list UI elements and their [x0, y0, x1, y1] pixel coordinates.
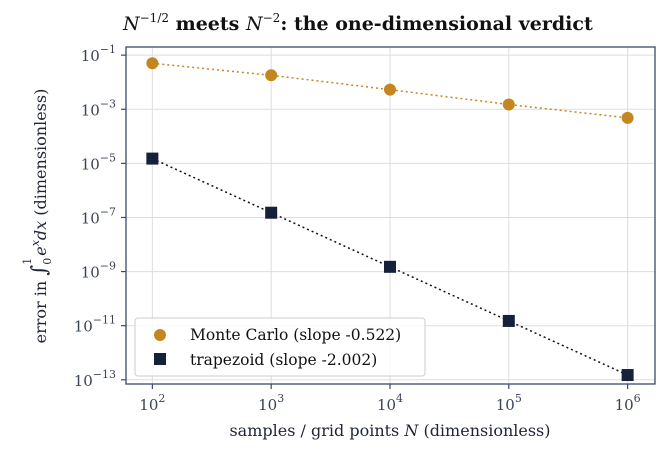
y-tick-label: 10−11 — [74, 314, 116, 336]
y-axis-integral-sign: ∫ — [27, 265, 51, 276]
x-tick-label: 104 — [377, 392, 403, 414]
y-axis-dx: dx — [31, 221, 50, 240]
x-axis-label-pre: samples / grid points — [229, 421, 404, 440]
legend: Monte Carlo (slope -0.522) trapezoid (sl… — [134, 317, 426, 377]
point-trapezoid — [383, 260, 396, 273]
x-axis-label-var: N — [403, 421, 419, 440]
legend-label-trapezoid: trapezoid (slope -2.002) — [190, 351, 377, 369]
point-monte-carlo — [621, 111, 634, 124]
title-lead: N — [122, 13, 141, 35]
y-axis-label-pre: error in — [31, 276, 50, 344]
y-axis-integral-upper: 1 — [21, 258, 34, 265]
point-trapezoid — [146, 152, 159, 165]
point-monte-carlo — [265, 69, 278, 82]
series-layer — [146, 57, 634, 382]
title-mid: meets — [169, 13, 246, 35]
x-tick-label: 105 — [496, 392, 522, 414]
legend-marker-trapezoid — [154, 353, 166, 365]
title-lead-exponent: −1/2 — [140, 11, 169, 25]
y-tick-label: 10−13 — [74, 368, 116, 390]
point-trapezoid — [502, 314, 515, 327]
y-tick-label: 10−5 — [81, 151, 116, 173]
legend-box — [134, 317, 426, 377]
title-mid-exponent: −2 — [263, 11, 281, 25]
y-axis-integrand-exponent: x — [29, 239, 42, 246]
legend-marker-monte-carlo — [154, 329, 166, 341]
point-monte-carlo — [383, 83, 396, 96]
y-axis-label: error in ∫01 exdx (dimensionless) — [21, 89, 54, 344]
chart-title: N−1/2 meets N−2: the one-dimensional ver… — [122, 11, 593, 35]
y-axis-integrand: e — [31, 246, 50, 255]
y-axis-integral-lower: 0 — [41, 258, 54, 265]
point-trapezoid — [265, 206, 278, 219]
title-tail: : the one-dimensional verdict — [280, 13, 593, 35]
x-axis-label: samples / grid points N (dimensionless) — [229, 421, 550, 440]
x-tick-label: 106 — [615, 392, 641, 414]
x-axis-label-post: (dimensionless) — [418, 421, 550, 440]
y-tick-label: 10−1 — [81, 43, 116, 65]
x-ticks: 102 103 104 105 106 — [139, 384, 641, 414]
y-tick-label: 10−7 — [81, 205, 116, 227]
y-ticks: 10−1 10−3 10−5 10−7 10−9 10−11 10−13 — [74, 43, 126, 390]
point-monte-carlo — [146, 57, 159, 70]
svg-text:error in ∫01exdx (dimensionles: error in ∫01 exdx (dimensionless) — [21, 89, 54, 344]
y-tick-label: 10−9 — [81, 260, 116, 282]
legend-label-monte-carlo: Monte Carlo (slope -0.522) — [190, 326, 401, 344]
point-monte-carlo — [502, 98, 515, 111]
x-tick-label: 103 — [258, 392, 284, 414]
point-trapezoid — [621, 369, 634, 382]
x-tick-label: 102 — [139, 392, 165, 414]
y-tick-label: 10−3 — [81, 97, 116, 119]
title-mid-var: N — [245, 13, 264, 35]
y-axis-label-post: (dimensionless) — [31, 89, 50, 221]
